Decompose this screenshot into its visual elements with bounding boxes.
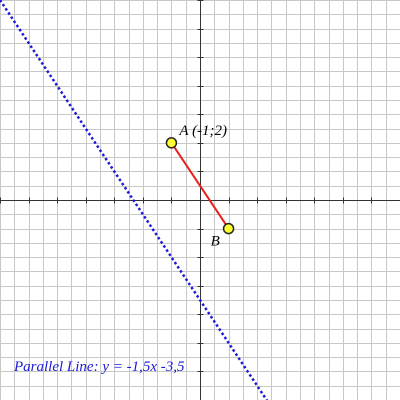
points[interactable] [165, 137, 235, 235]
parallel-line-caption: Parallel Line: y = -1,5x -3,5 [13, 359, 185, 375]
point-label-a: A (-1;2) [178, 123, 227, 139]
point-b[interactable] [222, 222, 235, 235]
labels: A (-1;2) B Parallel Line: y = -1,5x -3,5 [13, 123, 227, 375]
segment-ab[interactable] [170, 142, 230, 230]
point-label-b: B [211, 234, 220, 250]
point-a[interactable] [165, 137, 178, 149]
